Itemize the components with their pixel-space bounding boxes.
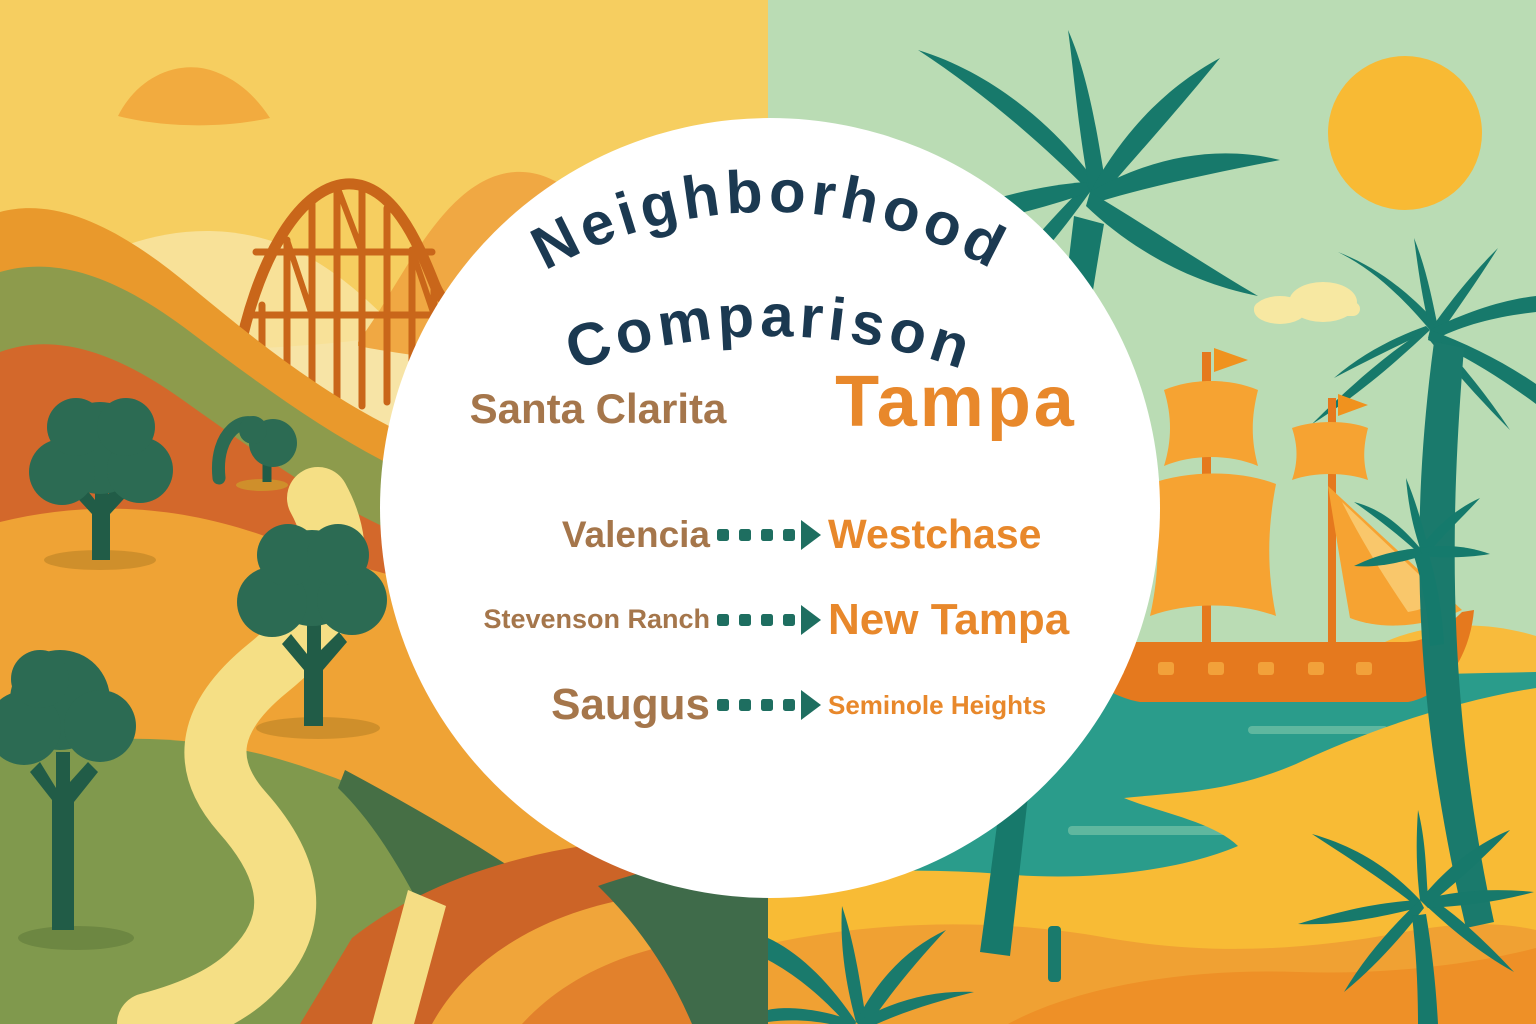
palm-tree-icon <box>1354 478 1490 646</box>
comparison-row: Valencia Westchase <box>390 492 1160 577</box>
page-title: Neighborhood Comparison <box>521 157 1020 382</box>
left-neighborhood-label: Valencia <box>561 514 710 555</box>
beach-sand <box>768 688 1536 1024</box>
dotted-arrow-icon <box>710 518 828 552</box>
sun-icon <box>1328 56 1482 210</box>
palm-tree-icon <box>768 906 974 1024</box>
palm-tree-icon <box>1312 238 1536 430</box>
right-city-label: Tampa <box>835 362 1077 442</box>
oak-tree-icon <box>237 524 387 739</box>
palm-trunk <box>1048 926 1061 982</box>
field-terraces <box>300 770 768 1024</box>
palm-tree-icon <box>1298 810 1534 1024</box>
title-line-1: Neighborhood <box>521 157 1020 282</box>
comparison-card: Neighborhood Comparison Santa Clarita Ta… <box>380 118 1160 898</box>
left-neighborhood-label: Stevenson Ranch <box>483 604 710 634</box>
oak-tree-icon <box>0 650 136 950</box>
comparison-row: Stevenson Ranch New Tampa <box>390 577 1160 662</box>
bent-shrub-icon <box>211 416 297 491</box>
left-neighborhood-label: Saugus <box>551 679 710 729</box>
right-neighborhood-label: Westchase <box>828 511 1042 557</box>
left-city-label: Santa Clarita <box>469 385 727 432</box>
cloud-icon <box>1254 282 1360 324</box>
dotted-arrow-icon <box>710 688 828 722</box>
comparison-rows: Valencia Westchase Stevenson Ranch New T… <box>390 492 1160 747</box>
oak-tree-icon <box>29 398 173 570</box>
right-neighborhood-label: Seminole Heights <box>828 689 1047 720</box>
dotted-arrow-icon <box>710 603 828 637</box>
right-neighborhood-label: New Tampa <box>828 594 1070 644</box>
comparison-row: Saugus Seminole Heights <box>390 662 1160 747</box>
palm-trunk <box>1419 342 1494 928</box>
